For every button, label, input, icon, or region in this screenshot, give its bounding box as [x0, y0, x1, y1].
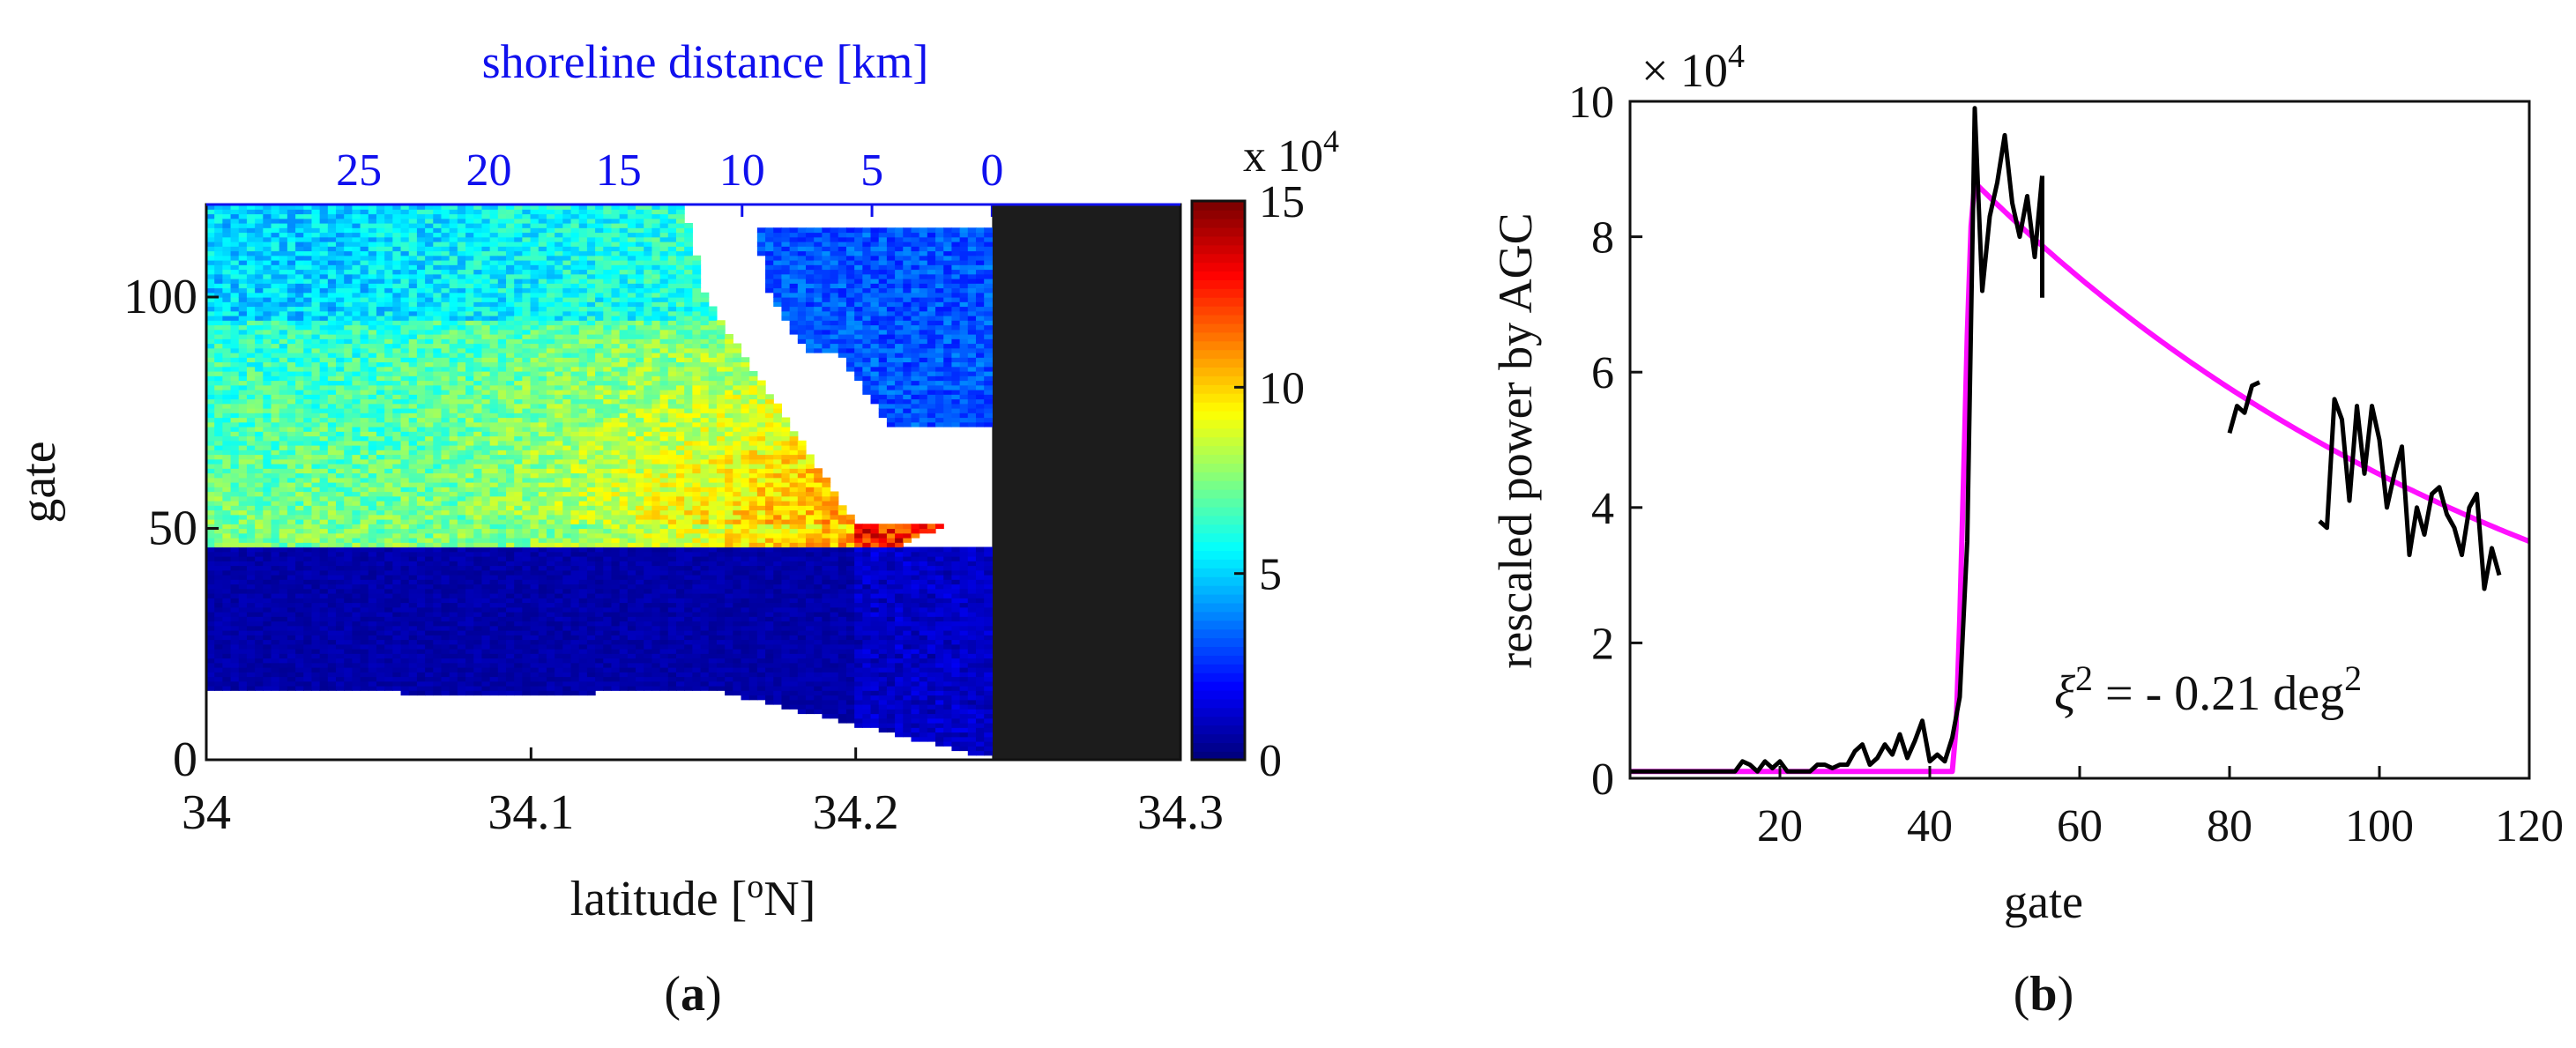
- colorbar-tick-label: 10: [1259, 363, 1305, 413]
- top-axis-title: shoreline distance [km]: [482, 35, 929, 88]
- top-tick-label: 10: [719, 145, 765, 196]
- top-axis-ticks: 25 20 15 10 5 0: [336, 145, 1003, 217]
- y-axis-label-b: rescaled power by AGC: [1489, 212, 1542, 668]
- x-tick-label-a: 34.3: [1137, 785, 1224, 840]
- panel-a: shoreline distance [km] 25 20 15 10 5 0 34 34.…: [11, 35, 1339, 1022]
- measured-segment: [2227, 380, 2261, 434]
- top-tick-label: 0: [980, 145, 1003, 196]
- land-region: [992, 204, 1180, 760]
- y-tick-label-a: 0: [173, 732, 197, 787]
- measured-segment: [1630, 106, 2044, 774]
- panel-label-b: (b): [2014, 967, 2073, 1022]
- x-tick-label-a: 34.2: [813, 785, 899, 840]
- y-axis-label-a: gate: [11, 441, 66, 523]
- top-tick-label: 15: [596, 145, 642, 196]
- x-axis-ticks-a: 34 34.1 34.2 34.3: [182, 747, 1224, 840]
- y-scale-label-b: × 104: [1642, 38, 1745, 97]
- colorbar-scale-label: x 104: [1243, 123, 1339, 182]
- x-tick-label-b: 60: [2057, 801, 2103, 851]
- y-tick-label-b: 4: [1591, 484, 1614, 534]
- y-tick-label-a: 100: [123, 270, 197, 324]
- y-tick-label-a: 50: [148, 502, 197, 556]
- y-tick-label-b: 2: [1591, 619, 1614, 669]
- colorbar: [1192, 201, 1245, 761]
- colorbar-frame: [1190, 199, 1247, 762]
- y-tick-label-b: 8: [1591, 213, 1614, 264]
- colorbar-tick-label: 15: [1259, 177, 1305, 227]
- y-tick-label-b: 10: [1568, 78, 1614, 128]
- x-axis-label-b: gate: [2004, 875, 2083, 928]
- colorbar-tick-label: 0: [1259, 736, 1282, 786]
- colorbar-tick-label: 5: [1259, 550, 1282, 600]
- x-axis-ticks-b: 20 40 60 80 100 120: [1757, 766, 2564, 851]
- x-tick-label-b: 80: [2207, 801, 2252, 851]
- x-axis-label-a: latitude [oN]: [570, 868, 816, 926]
- chi-annotation: ξ2 = - 0.21 deg2: [2054, 658, 2362, 721]
- x-tick-label-b: 40: [1907, 801, 1953, 851]
- colorbar-ticks: 0 5 10 15: [1234, 177, 1305, 786]
- panel-b: × 104 20 40 60 80 100 120 0 2 4 6 8 10 ξ2 = - 0.21…: [1489, 38, 2564, 1022]
- x-tick-label-a: 34.1: [488, 785, 574, 840]
- heatmap: [206, 204, 1180, 760]
- top-tick-label: 20: [465, 145, 511, 196]
- panel-label-a: (a): [664, 967, 721, 1022]
- x-tick-label-a: 34: [182, 785, 231, 840]
- x-tick-label-b: 20: [1757, 801, 1803, 851]
- y-tick-label-b: 6: [1591, 348, 1614, 398]
- x-tick-label-b: 120: [2495, 801, 2564, 851]
- measured-segment: [2318, 397, 2502, 591]
- y-axis-ticks-b: 0 2 4 6 8 10: [1568, 78, 1642, 805]
- top-tick-label: 25: [336, 145, 382, 196]
- y-axis-ticks-a: 0 50 100: [123, 270, 219, 787]
- top-tick-label: 5: [860, 145, 883, 196]
- x-tick-label-b: 100: [2345, 801, 2414, 851]
- y-tick-label-b: 0: [1591, 754, 1614, 805]
